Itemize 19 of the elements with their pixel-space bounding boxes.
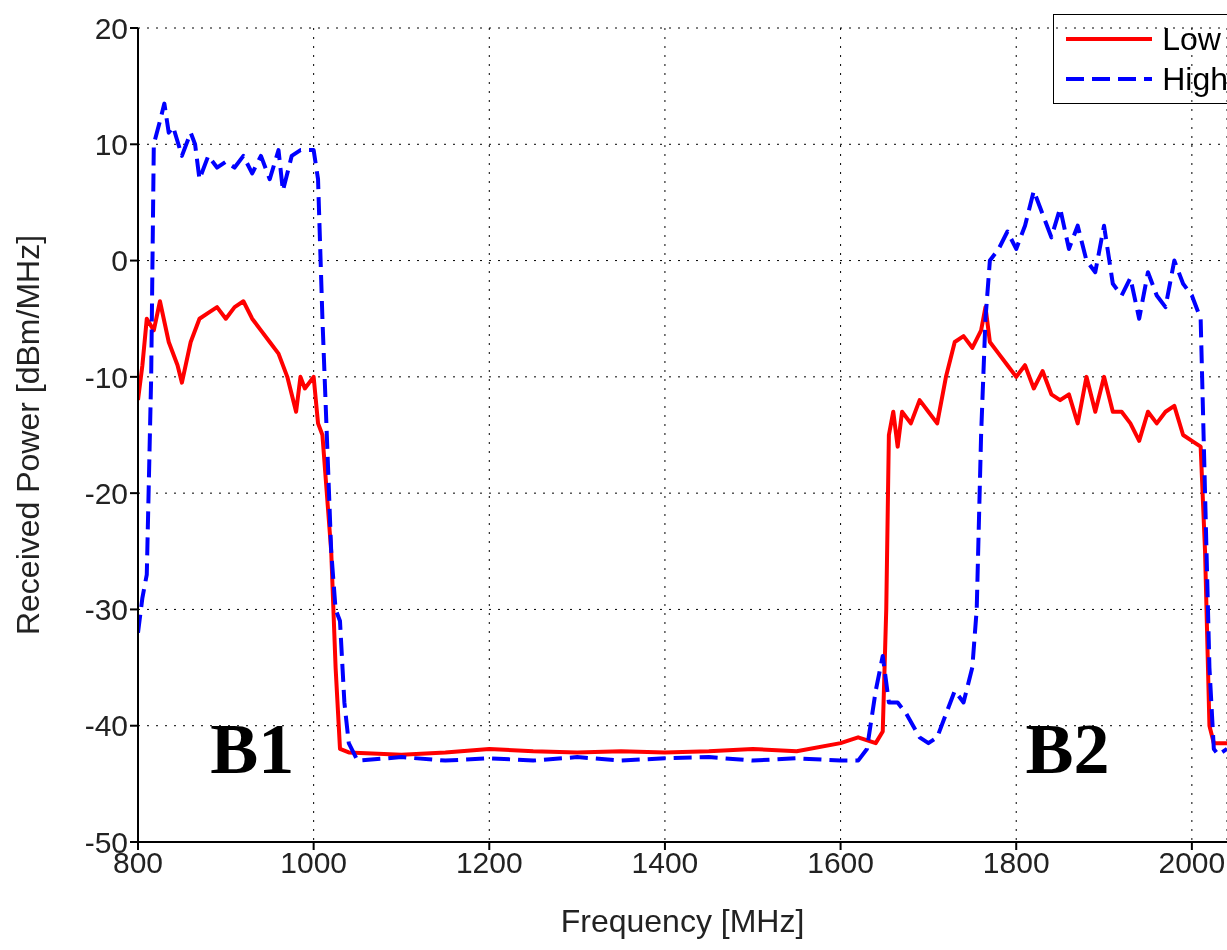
y-tick-label: -10	[84, 360, 128, 394]
x-tick-label: 1400	[631, 846, 699, 880]
x-tick-label: 1800	[982, 846, 1050, 880]
y-tick-label: 0	[111, 244, 128, 278]
x-axis-title: Frequency [MHz]	[560, 903, 805, 939]
y-tick-label: -20	[84, 476, 128, 510]
annotation: B2	[1025, 708, 1110, 789]
x-tick-label: 1200	[455, 846, 523, 880]
legend-label: High	[1162, 60, 1227, 98]
y-tick-label: 20	[94, 11, 128, 45]
legend-label: Low	[1162, 20, 1221, 58]
annotation: B1	[210, 708, 295, 789]
y-axis-title: Received Power [dBm/MHz]	[10, 234, 47, 636]
x-tick-label: 1600	[807, 846, 874, 880]
x-tick-label: 2000	[1158, 846, 1226, 880]
y-tick-label: -40	[84, 709, 128, 743]
y-tick-label: -30	[84, 593, 128, 627]
x-tick-label: 1000	[280, 846, 348, 880]
y-tick-label: 10	[94, 127, 128, 161]
